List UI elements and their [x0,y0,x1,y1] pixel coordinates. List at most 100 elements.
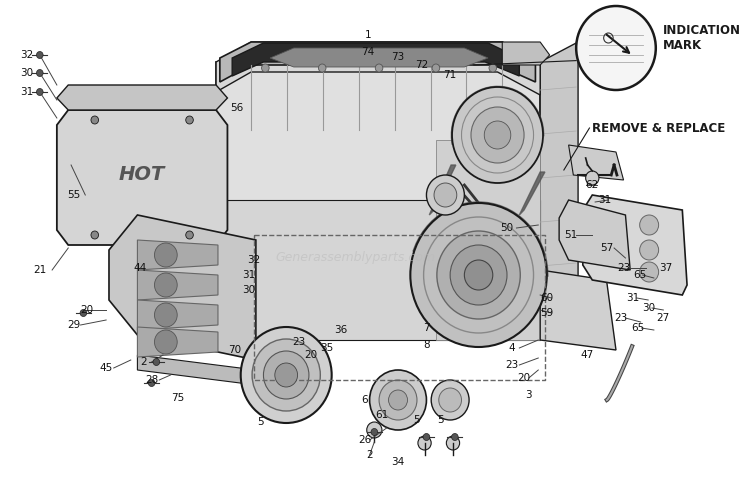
Circle shape [379,380,417,420]
Circle shape [484,121,511,149]
Circle shape [432,64,439,72]
Polygon shape [137,300,218,330]
Text: 20: 20 [80,305,94,315]
Circle shape [37,52,43,58]
Text: 5: 5 [414,415,420,425]
Polygon shape [137,270,218,300]
Circle shape [427,175,464,215]
Text: 5: 5 [257,417,264,427]
Text: 34: 34 [392,457,405,467]
Circle shape [489,64,496,72]
Text: 73: 73 [392,52,405,62]
Text: 7: 7 [423,323,430,333]
Circle shape [153,358,160,365]
Polygon shape [583,195,687,295]
Circle shape [263,351,309,399]
Circle shape [464,260,493,290]
Circle shape [262,64,269,72]
Text: HOT: HOT [119,166,165,184]
Text: 2: 2 [366,450,373,460]
Polygon shape [270,48,488,67]
Text: 3: 3 [526,390,532,400]
Text: 31: 31 [598,195,611,205]
Text: 44: 44 [134,263,147,273]
Circle shape [371,429,378,435]
Polygon shape [216,200,540,340]
Text: 31: 31 [626,293,640,303]
Circle shape [446,436,460,450]
Text: 47: 47 [581,350,594,360]
Circle shape [370,370,427,430]
Circle shape [37,89,43,95]
Circle shape [436,231,520,319]
Circle shape [154,273,177,297]
Text: 8: 8 [423,340,430,350]
Text: 4: 4 [509,343,515,353]
Text: 50: 50 [500,223,514,233]
Circle shape [439,388,461,412]
Text: 30: 30 [20,68,33,78]
Circle shape [186,231,194,239]
Circle shape [418,436,431,450]
Polygon shape [114,248,227,310]
Circle shape [434,183,457,207]
Polygon shape [429,165,456,215]
Text: 30: 30 [643,303,656,313]
Polygon shape [436,140,540,340]
Polygon shape [216,310,578,340]
Text: 23: 23 [292,337,305,347]
Text: 31: 31 [20,87,33,97]
Text: 2: 2 [141,357,147,367]
Text: 32: 32 [20,50,33,60]
Circle shape [452,87,543,183]
Text: 62: 62 [586,180,599,190]
Circle shape [410,203,547,347]
Text: 5: 5 [437,415,444,425]
Circle shape [640,262,658,282]
Polygon shape [216,62,540,340]
Circle shape [586,171,599,185]
Polygon shape [137,240,218,270]
Text: 32: 32 [248,255,260,265]
Text: 70: 70 [229,345,242,355]
Text: 72: 72 [415,60,428,70]
Circle shape [91,116,98,124]
Polygon shape [540,42,578,330]
Polygon shape [137,355,256,385]
Circle shape [319,64,326,72]
Polygon shape [220,42,536,82]
Text: 26: 26 [358,435,371,445]
Text: 45: 45 [100,363,112,373]
Circle shape [154,330,177,354]
Circle shape [450,245,507,305]
Circle shape [375,64,382,72]
Text: 6: 6 [362,395,368,405]
Circle shape [274,363,298,387]
Polygon shape [519,172,545,215]
Circle shape [80,309,87,317]
Text: 27: 27 [657,313,670,323]
Text: 71: 71 [443,70,457,80]
Polygon shape [57,110,227,245]
Circle shape [148,379,155,387]
Circle shape [241,327,332,423]
Polygon shape [559,200,630,270]
Text: 23: 23 [505,360,518,370]
Text: INDICATION
MARK: INDICATION MARK [663,24,741,52]
Circle shape [154,243,177,267]
Text: 65: 65 [633,270,646,280]
Polygon shape [57,85,227,110]
Circle shape [186,116,194,124]
Polygon shape [232,43,519,76]
Text: 23: 23 [614,313,627,323]
Circle shape [367,422,382,438]
Text: 75: 75 [172,393,184,403]
Text: 21: 21 [33,265,46,275]
Text: 20: 20 [518,373,530,383]
Text: 28: 28 [145,375,158,385]
Circle shape [252,339,320,411]
Text: 29: 29 [68,320,80,330]
Text: 36: 36 [334,325,348,335]
Circle shape [37,69,43,77]
Text: 57: 57 [600,243,613,253]
